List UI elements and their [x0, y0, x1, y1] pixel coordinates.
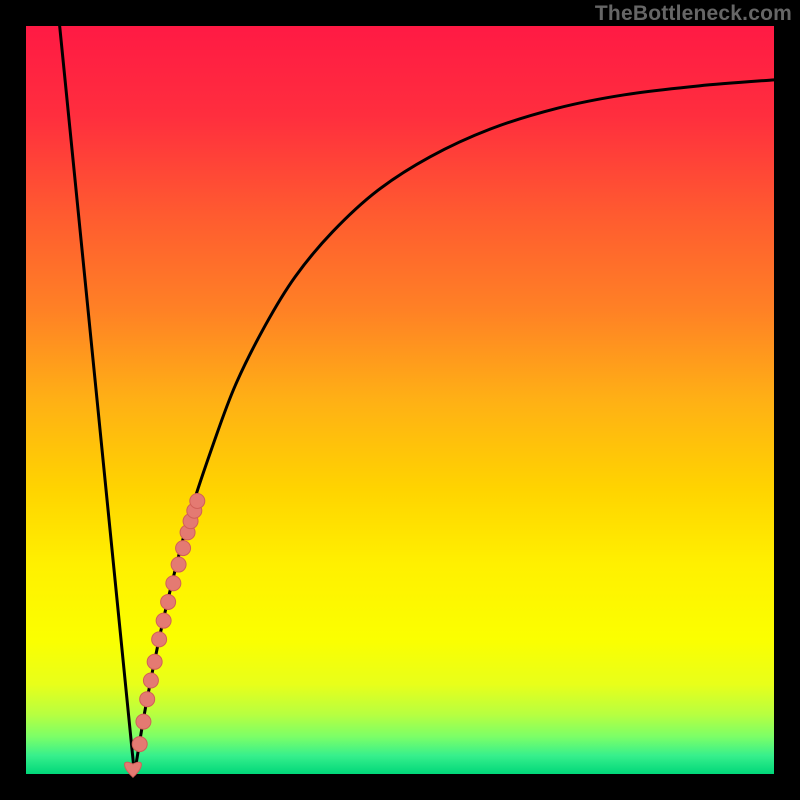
- data-point-marker: [152, 632, 167, 647]
- data-point-marker: [156, 613, 171, 628]
- data-point-marker: [147, 654, 162, 669]
- chart-svg: [0, 0, 800, 800]
- data-point-marker: [161, 594, 176, 609]
- data-point-marker: [166, 576, 181, 591]
- data-point-marker: [176, 541, 191, 556]
- watermark-text: TheBottleneck.com: [595, 2, 792, 26]
- data-point-marker: [143, 673, 158, 688]
- data-point-marker: [132, 737, 147, 752]
- data-point-marker: [136, 714, 151, 729]
- chart-container: TheBottleneck.com: [0, 0, 800, 800]
- data-point-marker: [190, 493, 205, 508]
- data-point-marker: [171, 557, 186, 572]
- data-point-marker: [140, 692, 155, 707]
